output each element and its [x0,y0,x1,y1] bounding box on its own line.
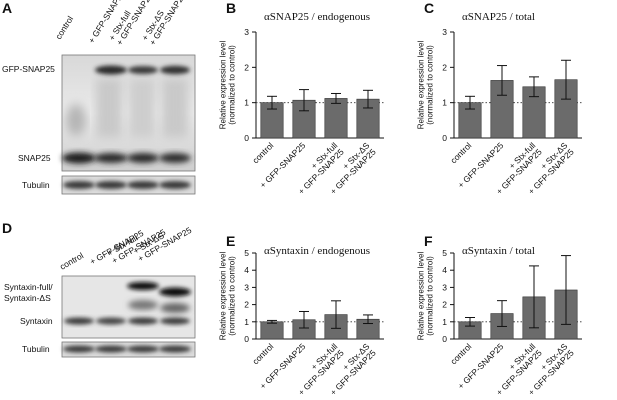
y-axis-label-line: (normalized to control) [426,256,435,336]
y-tick-label: 3 [244,27,249,37]
band-label-tubulin: Tubulin [22,180,50,190]
band-label-snap25: SNAP25 [18,153,51,163]
y-tick-label: 1 [244,98,249,108]
y-tick-label: 3 [244,282,249,292]
panel-label-a: A [2,0,12,16]
x-tick-label: control [448,341,473,366]
y-tick-label: 5 [442,248,447,258]
y-tick-label: 2 [244,62,249,72]
band-syntaxin [96,317,126,325]
y-tick-label: 4 [442,265,447,275]
y-axis-label-line: Relative expression level [417,41,426,130]
band-label-tubulin: Tubulin [22,344,50,354]
y-axis-label-line: (normalized to control) [426,45,435,125]
y-axis-label: Relative expression level(normalized to … [219,41,237,130]
y-tick-label: 0 [244,334,249,344]
chart-title: αSyntaxin / endogenous [264,245,370,257]
blot-a-membrane [61,54,196,172]
panel-label-d: D [2,220,12,236]
chart-f: αSyntaxin / total 0 1 2 3 4 5 Relative expressi… [417,245,582,397]
y-tick-label: 0 [244,133,249,143]
y-tick-label: 1 [442,317,447,327]
band-gfp-snap25 [128,66,158,74]
band-syntaxin-ds [159,287,191,297]
blot-a-lane-labels: control + GFP-SNAP25 + Stx-full+ GFP-SNA… [53,0,188,47]
band-syntaxin [160,317,190,325]
y-axis-label: Relative expression level(normalized to … [417,41,435,130]
y-axis-label-line: Relative expression level [219,252,228,341]
panel-label-b: B [226,0,236,16]
y-tick-label: 1 [442,98,447,108]
y-tick-label: 2 [442,62,447,72]
chart-title: αSyntaxin / total [462,245,535,257]
band-syntaxin [64,317,94,325]
y-tick-label: 0 [442,133,447,143]
y-axis-label-line: Relative expression level [417,252,426,341]
band-label-line: Syntaxin-ΔS [4,293,51,303]
y-tick-label: 0 [442,334,447,344]
y-axis-label-line: (normalized to control) [228,256,237,336]
panel-label-f: F [424,233,433,249]
band-gfp-snap25 [160,65,190,75]
band-label-line: Syntaxin-full/ [4,282,53,292]
x-tick-label: control [448,140,473,165]
y-axis-label-line: Relative expression level [219,41,228,130]
chart-c: αSNAP25 / total 0 1 2 3 Relative expression l… [417,11,582,196]
y-tick-label: 3 [442,27,447,37]
y-tick-label: 1 [244,317,249,327]
blot-a-lane-label: control [53,14,75,41]
band-snap25 [94,153,128,163]
x-tick-label: control [250,341,275,366]
band-syntaxin-full [127,282,159,290]
x-tick-label: control [250,140,275,165]
blot-d-membrane [61,275,196,339]
y-tick-label: 4 [244,265,249,275]
band-gfp-snap25 [95,65,127,75]
y-axis-label: Relative expression level(normalized to … [219,252,237,341]
band-snap25 [127,153,159,163]
y-axis-label-line: (normalized to control) [228,45,237,125]
x-tick-label-line: control [250,140,275,165]
bar [324,98,348,139]
band-snap25 [62,152,96,164]
chart-e: αSyntaxin / endogenous 0 1 2 3 4 5 Relative exp… [219,245,384,397]
band-label-gfp-snap25: GFP-SNAP25 [2,64,55,74]
bar [260,321,284,340]
chart-title: αSNAP25 / total [462,11,535,23]
y-tick-label: 2 [442,300,447,310]
panel-label-c: C [424,0,434,16]
x-tick-label-line: control [250,341,275,366]
band-snap25 [159,153,191,163]
x-tick-label-line: control [448,140,473,165]
blot-a-tubulin [61,175,196,195]
charts: αSNAP25 / endogenous 0 1 2 3 Relative express… [219,11,582,397]
y-tick-label: 2 [244,300,249,310]
chart-title: αSNAP25 / endogenous [264,11,370,23]
chart-b: αSNAP25 / endogenous 0 1 2 3 Relative express… [219,11,384,196]
x-tick-label-line: control [448,341,473,366]
y-tick-label: 3 [442,282,447,292]
blot-d-lane-labels: control + GFP-SNAP25 + Stx-full+ GFP-SNA… [58,225,193,272]
band-label-syntaxin: Syntaxin [20,316,53,326]
blot-d-lane-label: control [58,250,85,271]
blot-d-tubulin [61,341,196,358]
band-syntaxin [128,317,158,325]
y-axis-label: Relative expression level(normalized to … [417,252,435,341]
panel-label-e: E [226,233,235,249]
y-tick-label: 5 [244,248,249,258]
band-label-syntaxin-full: Syntaxin-full/Syntaxin-ΔS [4,282,53,303]
